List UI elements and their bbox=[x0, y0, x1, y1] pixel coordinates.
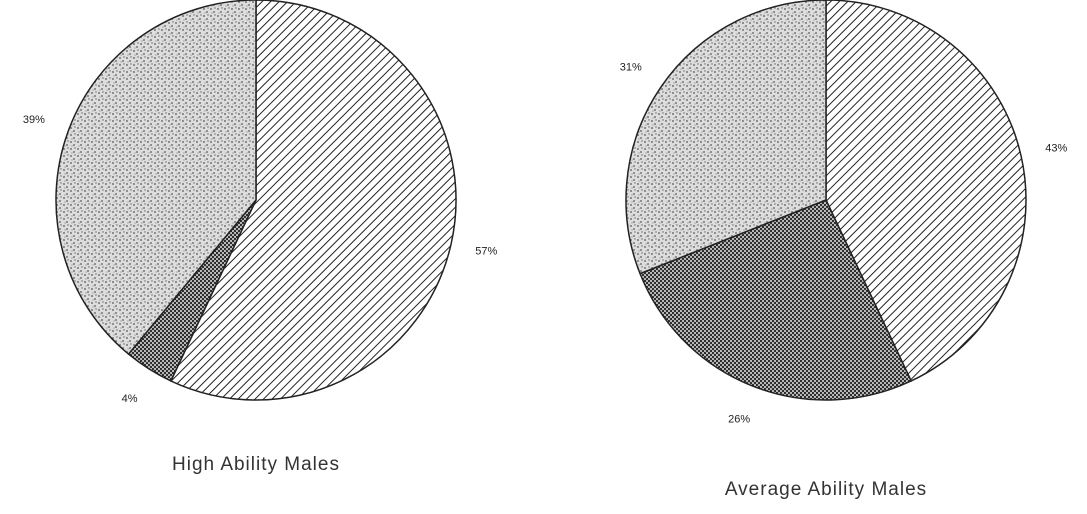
slice-label: 26% bbox=[728, 413, 750, 425]
slice-label: 43% bbox=[1045, 142, 1067, 154]
slice-label: 4% bbox=[122, 393, 138, 405]
slice-label: 39% bbox=[23, 114, 45, 126]
pie-slice bbox=[639, 199, 913, 401]
pie-slice bbox=[825, 0, 1027, 382]
pie-slice bbox=[169, 0, 457, 401]
slice-label: 31% bbox=[620, 61, 642, 73]
pie-slice bbox=[55, 0, 257, 356]
chart-title: High Ability Males bbox=[172, 454, 340, 475]
chart-title: Average Ability Males bbox=[725, 479, 927, 500]
pie-slice bbox=[625, 0, 827, 275]
slice-label: 57% bbox=[475, 245, 497, 257]
